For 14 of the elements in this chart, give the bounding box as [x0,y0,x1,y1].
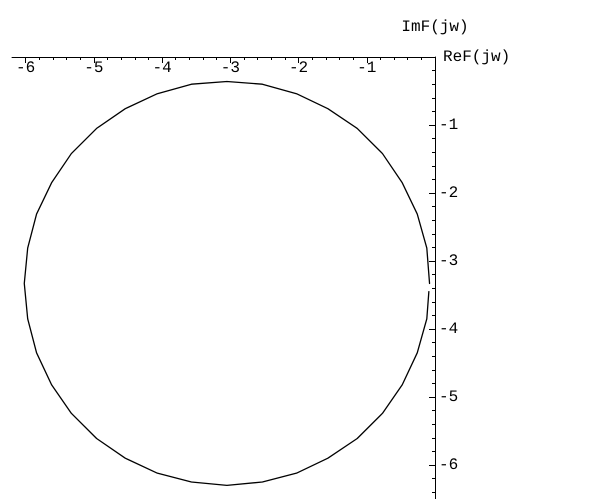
y-tick-label: -1 [439,116,458,134]
x-tick-label: -1 [357,59,376,77]
y-tick-label: -5 [439,388,458,406]
x-tick-label: -4 [152,59,172,77]
x-tick-label: -5 [84,59,104,77]
x-axis-title: ReF(jw) [443,48,510,66]
x-tick-label: -6 [16,59,36,77]
x-tick-label: -2 [288,59,308,77]
x-tick-label: -3 [220,59,240,77]
y-tick-label: -3 [439,252,458,270]
y-axis-title: ImF(jw) [401,18,469,36]
y-tick-label: -4 [439,320,458,338]
y-tick-label: -2 [439,184,458,202]
y-tick-label: -6 [439,456,458,474]
